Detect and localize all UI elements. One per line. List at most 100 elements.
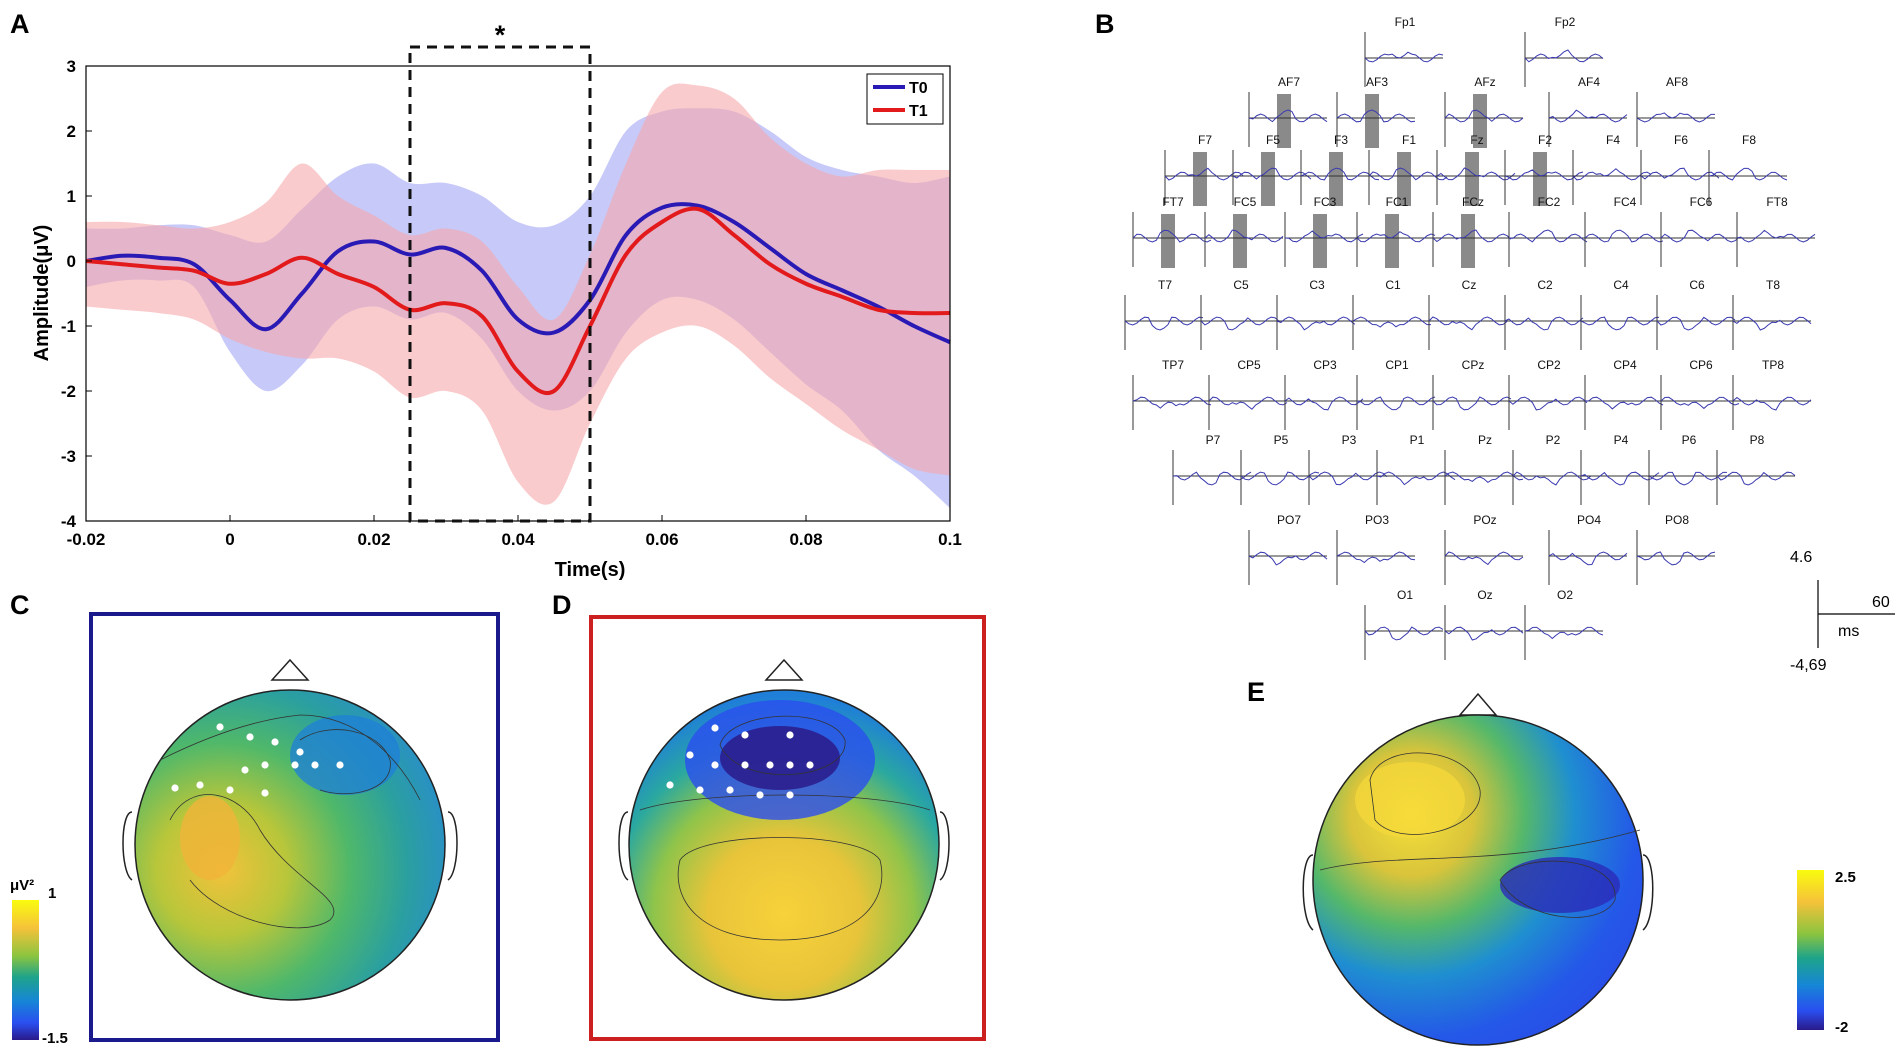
band-t1 [86, 83, 950, 505]
electrode-p6: P6 [1648, 433, 1727, 505]
y-tick-label: 3 [67, 57, 76, 76]
electrode-cp1: CP1 [1356, 358, 1436, 430]
electrode-waveform [1508, 396, 1588, 411]
electrode-p2: P2 [1512, 433, 1592, 505]
electrode-label: C3 [1309, 278, 1325, 292]
significance-marker [1465, 152, 1479, 206]
electrode-label: Oz [1477, 588, 1492, 602]
legend-box [866, 73, 944, 125]
electrode-label: PO8 [1665, 513, 1689, 527]
electrode-p1: P1 [1376, 433, 1456, 505]
electrode-waveform [1636, 112, 1715, 123]
scale-unit-label: ms [1838, 623, 1859, 640]
significant-dot [786, 761, 794, 769]
electrode-waveform [1336, 551, 1416, 564]
electrode-waveform [1376, 471, 1456, 486]
electrode-cp5: CP5 [1208, 358, 1288, 430]
panel-c-frame [89, 612, 500, 1042]
electrode-o2: O2 [1524, 588, 1604, 660]
significant-dot [196, 781, 204, 789]
colorbar-max: 1 [48, 885, 56, 902]
significant-dot [296, 748, 304, 756]
positive-region-c [180, 796, 240, 880]
significant-dot [271, 738, 279, 746]
electrode-cp4: CP4 [1584, 358, 1664, 430]
electrode-label: CP3 [1313, 358, 1337, 372]
panel-label-b: B [1095, 9, 1115, 39]
electrode-p4: P4 [1580, 433, 1660, 505]
electrode-c3: C3 [1276, 278, 1356, 350]
electrode-waveform [1508, 229, 1588, 243]
electrode-ft7: FT7 [1132, 195, 1212, 268]
panel-label-a: A [10, 9, 30, 39]
electrode-waveform [1636, 551, 1716, 566]
electrode-label: FC2 [1538, 195, 1561, 209]
electrode-waveform [1444, 551, 1524, 566]
significance-marker [1473, 94, 1487, 148]
electrode-label: C1 [1385, 278, 1401, 292]
significant-dot [806, 761, 814, 769]
significant-dot [171, 784, 179, 792]
electrode-c1: C1 [1352, 278, 1431, 350]
scale-bottom-label: -4,69 [1790, 657, 1827, 674]
electrode-waveform [1276, 316, 1356, 331]
electrode-p7: P7 [1172, 433, 1252, 505]
contour-line [719, 715, 846, 776]
colorbar-gradient [12, 900, 39, 1040]
significant-dot [216, 723, 224, 731]
y-axis-ticks: 3 2 1 0 -1 -2 -3 -4 [61, 57, 92, 531]
electrode-f1: F1 [1368, 133, 1448, 206]
electrode-waveform [1364, 51, 1444, 63]
electrode-label: F8 [1742, 133, 1756, 147]
electrode-label: AFz [1474, 75, 1495, 89]
negative-region-e [1500, 857, 1620, 913]
electrode-f6: F6 [1640, 133, 1720, 205]
x-tick-label: -0.02 [67, 530, 106, 549]
electrode-poz: POz [1444, 513, 1524, 585]
series-line-t0 [85, 202, 951, 345]
electrode-waveform [1444, 471, 1524, 484]
colorbar-max: 2.5 [1835, 869, 1856, 886]
contour-line [159, 714, 421, 801]
electrode-waveform [1132, 396, 1212, 409]
series-line-t1 [85, 206, 951, 395]
legend: T0 T1 [866, 73, 944, 125]
electrode-label: O2 [1557, 588, 1573, 602]
electrode-p3: P3 [1308, 433, 1388, 505]
electrode-waveform [1356, 396, 1436, 411]
significant-electrode-dots [171, 723, 344, 797]
electrode-waveform [1132, 229, 1212, 243]
panel-d-frame [589, 615, 986, 1041]
electrode-label: FC3 [1314, 195, 1337, 209]
contour-line [639, 794, 931, 811]
electrode-cp6: CP6 [1660, 358, 1740, 430]
electrode-f3: F3 [1300, 133, 1380, 206]
electrode-fz: Fz [1436, 133, 1516, 206]
electrode-waveform [1164, 167, 1244, 181]
significance-marker [1161, 214, 1175, 268]
electrode-af4: AF4 [1548, 75, 1628, 147]
electrode-label: P3 [1342, 433, 1357, 447]
electrode-label: F7 [1198, 133, 1212, 147]
colorbar-unit: μV² [10, 877, 34, 894]
electrode-label: AF4 [1578, 75, 1600, 89]
topomap-c [122, 658, 458, 1001]
electrode-p8: P8 [1716, 433, 1796, 505]
electrode-label: AF7 [1278, 75, 1300, 89]
electrode-label: F4 [1606, 133, 1620, 147]
electrode-c2: C2 [1504, 278, 1584, 350]
electrode-waveform [1204, 229, 1284, 243]
electrode-grid: Fp1 Fp2 AF7 AF3 AFz AF4 AF8 F7 F5 F3 F1 Fz F2 F4 F6 F8 F… [1124, 15, 1816, 660]
electrode-t8: T8 [1732, 278, 1812, 350]
electrode-waveform [1308, 471, 1388, 486]
electrode-label: CP1 [1385, 358, 1409, 372]
electrode-waveform [1736, 229, 1816, 243]
electrode-fc2: FC2 [1508, 195, 1588, 267]
legend-label-t0: T0 [909, 80, 928, 97]
electrode-cp3: CP3 [1284, 358, 1364, 430]
scale-top-label: 4.6 [1790, 549, 1812, 566]
electrode-waveform [1232, 167, 1312, 181]
electrode-waveform [1200, 316, 1280, 331]
colorbar-gradient [1797, 870, 1824, 1030]
electrode-pz: Pz [1444, 433, 1524, 505]
